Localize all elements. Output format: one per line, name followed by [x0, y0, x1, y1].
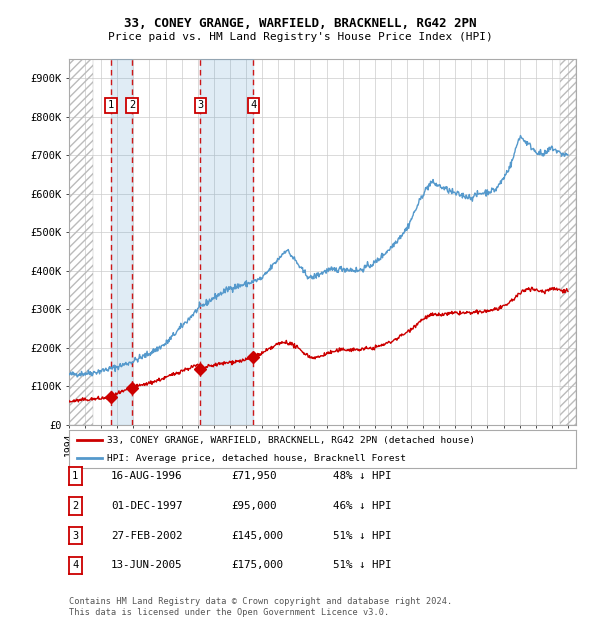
Text: £145,000: £145,000 — [231, 531, 283, 541]
Text: 2: 2 — [129, 100, 135, 110]
Text: 2: 2 — [72, 501, 79, 511]
Text: 33, CONEY GRANGE, WARFIELD, BRACKNELL, RG42 2PN (detached house): 33, CONEY GRANGE, WARFIELD, BRACKNELL, R… — [107, 436, 475, 445]
Text: 4: 4 — [250, 100, 256, 110]
Text: 1: 1 — [72, 471, 79, 481]
Text: 16-AUG-1996: 16-AUG-1996 — [111, 471, 182, 481]
Text: 51% ↓ HPI: 51% ↓ HPI — [333, 531, 392, 541]
Text: 01-DEC-1997: 01-DEC-1997 — [111, 501, 182, 511]
Text: 3: 3 — [72, 531, 79, 541]
Text: £175,000: £175,000 — [231, 560, 283, 570]
Text: 4: 4 — [72, 560, 79, 570]
Text: HPI: Average price, detached house, Bracknell Forest: HPI: Average price, detached house, Brac… — [107, 454, 406, 463]
Text: Price paid vs. HM Land Registry's House Price Index (HPI): Price paid vs. HM Land Registry's House … — [107, 32, 493, 42]
Text: £95,000: £95,000 — [231, 501, 277, 511]
Text: 46% ↓ HPI: 46% ↓ HPI — [333, 501, 392, 511]
Bar — [111, 59, 132, 425]
Text: 1: 1 — [108, 100, 115, 110]
Text: 48% ↓ HPI: 48% ↓ HPI — [333, 471, 392, 481]
Text: 33, CONEY GRANGE, WARFIELD, BRACKNELL, RG42 2PN: 33, CONEY GRANGE, WARFIELD, BRACKNELL, R… — [124, 17, 476, 30]
Text: £71,950: £71,950 — [231, 471, 277, 481]
Text: 3: 3 — [197, 100, 203, 110]
Text: 51% ↓ HPI: 51% ↓ HPI — [333, 560, 392, 570]
Bar — [200, 59, 253, 425]
Text: 27-FEB-2002: 27-FEB-2002 — [111, 531, 182, 541]
Text: 13-JUN-2005: 13-JUN-2005 — [111, 560, 182, 570]
Text: Contains HM Land Registry data © Crown copyright and database right 2024.
This d: Contains HM Land Registry data © Crown c… — [69, 598, 452, 617]
